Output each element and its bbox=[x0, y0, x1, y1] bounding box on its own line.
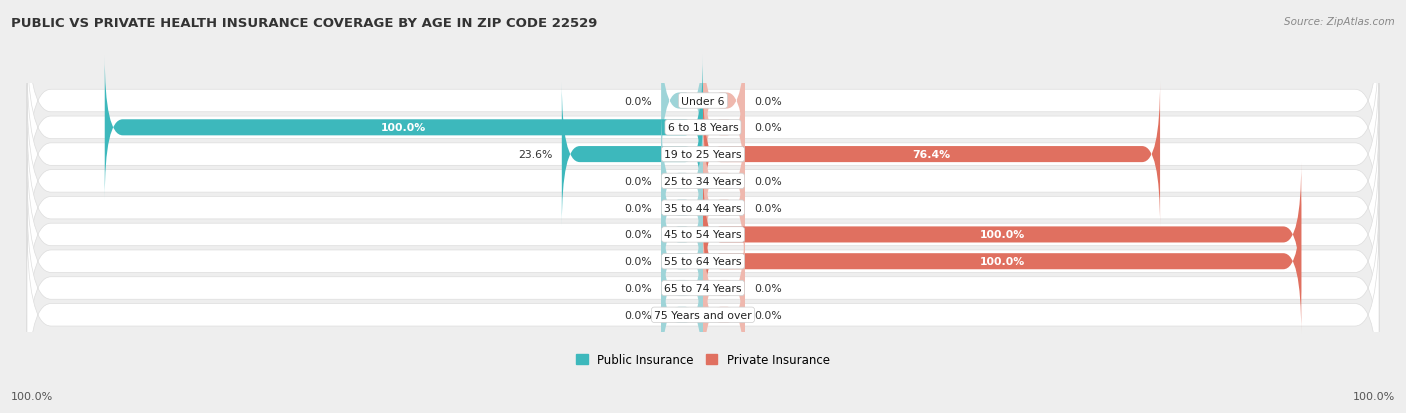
Text: 0.0%: 0.0% bbox=[754, 283, 782, 293]
FancyBboxPatch shape bbox=[703, 29, 745, 173]
Text: 0.0%: 0.0% bbox=[754, 310, 782, 320]
FancyBboxPatch shape bbox=[703, 56, 745, 200]
FancyBboxPatch shape bbox=[703, 216, 745, 361]
Text: 25 to 34 Years: 25 to 34 Years bbox=[664, 176, 742, 186]
FancyBboxPatch shape bbox=[703, 136, 745, 280]
Text: 100.0%: 100.0% bbox=[381, 123, 426, 133]
Legend: Public Insurance, Private Insurance: Public Insurance, Private Insurance bbox=[576, 353, 830, 366]
FancyBboxPatch shape bbox=[27, 139, 1379, 330]
Text: 0.0%: 0.0% bbox=[624, 230, 652, 240]
FancyBboxPatch shape bbox=[27, 192, 1379, 384]
FancyBboxPatch shape bbox=[27, 112, 1379, 304]
Text: 0.0%: 0.0% bbox=[624, 203, 652, 213]
FancyBboxPatch shape bbox=[703, 190, 1302, 334]
Text: 0.0%: 0.0% bbox=[624, 256, 652, 266]
FancyBboxPatch shape bbox=[27, 6, 1379, 197]
FancyBboxPatch shape bbox=[661, 163, 703, 307]
FancyBboxPatch shape bbox=[27, 32, 1379, 224]
Text: 45 to 54 Years: 45 to 54 Years bbox=[664, 230, 742, 240]
Text: 23.6%: 23.6% bbox=[519, 150, 553, 160]
Text: 75 Years and over: 75 Years and over bbox=[654, 310, 752, 320]
FancyBboxPatch shape bbox=[27, 166, 1379, 357]
Text: 0.0%: 0.0% bbox=[754, 96, 782, 106]
FancyBboxPatch shape bbox=[703, 163, 1302, 307]
FancyBboxPatch shape bbox=[703, 109, 745, 254]
FancyBboxPatch shape bbox=[27, 59, 1379, 250]
FancyBboxPatch shape bbox=[703, 243, 745, 387]
Text: 0.0%: 0.0% bbox=[624, 96, 652, 106]
Text: PUBLIC VS PRIVATE HEALTH INSURANCE COVERAGE BY AGE IN ZIP CODE 22529: PUBLIC VS PRIVATE HEALTH INSURANCE COVER… bbox=[11, 17, 598, 29]
Text: 0.0%: 0.0% bbox=[624, 310, 652, 320]
Text: 100.0%: 100.0% bbox=[1353, 391, 1395, 401]
Text: 0.0%: 0.0% bbox=[754, 203, 782, 213]
FancyBboxPatch shape bbox=[661, 216, 703, 361]
Text: 0.0%: 0.0% bbox=[624, 283, 652, 293]
FancyBboxPatch shape bbox=[104, 56, 703, 200]
FancyBboxPatch shape bbox=[562, 83, 703, 227]
Text: Under 6: Under 6 bbox=[682, 96, 724, 106]
Text: 0.0%: 0.0% bbox=[754, 123, 782, 133]
Text: 100.0%: 100.0% bbox=[11, 391, 53, 401]
Text: 65 to 74 Years: 65 to 74 Years bbox=[664, 283, 742, 293]
Text: 100.0%: 100.0% bbox=[980, 230, 1025, 240]
Text: 100.0%: 100.0% bbox=[980, 256, 1025, 266]
FancyBboxPatch shape bbox=[661, 190, 703, 334]
Text: 55 to 64 Years: 55 to 64 Years bbox=[664, 256, 742, 266]
FancyBboxPatch shape bbox=[661, 243, 703, 387]
FancyBboxPatch shape bbox=[661, 136, 703, 280]
Text: 35 to 44 Years: 35 to 44 Years bbox=[664, 203, 742, 213]
FancyBboxPatch shape bbox=[661, 109, 703, 254]
Text: 6 to 18 Years: 6 to 18 Years bbox=[668, 123, 738, 133]
Text: 19 to 25 Years: 19 to 25 Years bbox=[664, 150, 742, 160]
FancyBboxPatch shape bbox=[27, 219, 1379, 411]
Text: Source: ZipAtlas.com: Source: ZipAtlas.com bbox=[1284, 17, 1395, 26]
FancyBboxPatch shape bbox=[27, 86, 1379, 277]
FancyBboxPatch shape bbox=[661, 29, 703, 173]
Text: 76.4%: 76.4% bbox=[912, 150, 950, 160]
FancyBboxPatch shape bbox=[703, 83, 1160, 227]
Text: 0.0%: 0.0% bbox=[624, 176, 652, 186]
Text: 0.0%: 0.0% bbox=[754, 176, 782, 186]
